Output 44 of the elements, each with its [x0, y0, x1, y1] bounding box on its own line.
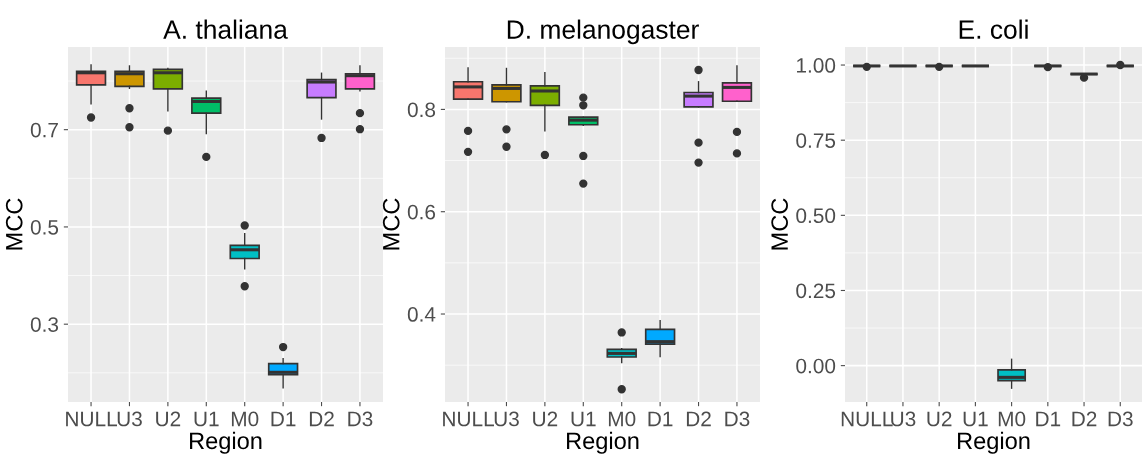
x-tick-label: U2 [927, 411, 952, 427]
chart-title: A. thaliana [163, 19, 288, 39]
y-tick-label: 1.00 [797, 58, 836, 73]
x-tick-label: U1 [194, 411, 219, 427]
x-tick-label: NULL [66, 411, 117, 427]
y-tick-label: 0.50 [796, 208, 836, 224]
y-tick-label: 0.25 [796, 283, 836, 299]
x-tick-label: U2 [533, 411, 558, 427]
x-tick-label: U2 [156, 411, 181, 427]
y-tick-label: 0.75 [796, 133, 836, 148]
y-tick-label: 0.3 [30, 317, 59, 332]
x-tick-label: D2 [686, 411, 711, 427]
x-tick-label: D1 [271, 411, 296, 427]
y-tick-label: 0.00 [796, 358, 836, 374]
x-tick-label: M0 [608, 411, 636, 427]
x-tick-label: D3 [725, 411, 750, 427]
y-axis-title: MCC [382, 198, 400, 250]
x-tick-label: NULL [443, 411, 494, 427]
x-axis-title: Region [190, 431, 262, 454]
x-axis-title: Region [567, 431, 639, 454]
x-tick-label: D2 [1072, 411, 1097, 427]
y-tick-label: 0.5 [30, 219, 59, 235]
x-axis-title: Region [958, 431, 1030, 454]
y-axis-title: MCC [5, 198, 23, 250]
x-tick-label: U1 [963, 411, 988, 427]
x-tick-label: D3 [348, 411, 373, 427]
y-tick-label: 0.4 [407, 307, 436, 322]
x-tick-label: U3 [494, 411, 519, 427]
y-tick-label: 0.6 [407, 204, 436, 220]
x-tick-label: U1 [571, 411, 596, 427]
x-tick-label: D3 [1108, 411, 1133, 427]
x-tick-label: D1 [648, 411, 673, 427]
y-axis-title: MCC [771, 198, 788, 250]
chart-title: E. coli [959, 19, 1028, 39]
y-tick-label: 0.7 [30, 122, 58, 138]
x-tick-label: U3 [117, 411, 142, 427]
x-tick-label: U3 [891, 411, 916, 427]
x-tick-label: M0 [998, 411, 1026, 427]
x-tick-label: NULL [841, 411, 893, 427]
chart-title: D. melanogaster [507, 19, 699, 45]
x-tick-label: M0 [231, 411, 259, 427]
x-tick-label: D1 [1036, 411, 1061, 427]
y-tick-label: 0.8 [407, 102, 436, 118]
x-tick-label: D2 [309, 411, 334, 427]
